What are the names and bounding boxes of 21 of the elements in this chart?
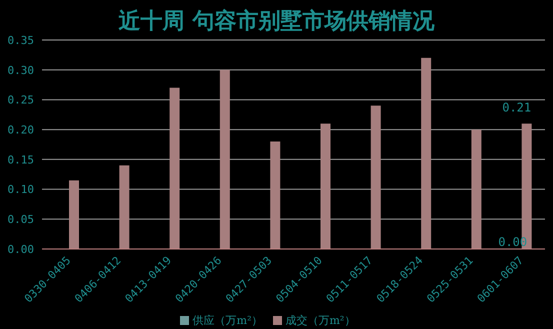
y-tick-label: 0.05 bbox=[8, 213, 34, 226]
chart-title: 近十周 句容市别墅市场供销情况 bbox=[118, 8, 434, 34]
y-tick-label: 0.30 bbox=[8, 64, 34, 77]
bar bbox=[220, 70, 230, 249]
bar bbox=[170, 88, 180, 249]
y-tick-label: 0.00 bbox=[8, 242, 34, 256]
bar bbox=[119, 165, 130, 249]
y-tick-label: 0.15 bbox=[8, 153, 34, 166]
bar bbox=[270, 142, 280, 249]
y-tick-label: 0.35 bbox=[8, 34, 34, 47]
y-tick-label: 0.10 bbox=[8, 183, 34, 196]
legend-label: 供应（万m²） bbox=[192, 314, 262, 327]
bar bbox=[421, 58, 432, 249]
bar bbox=[69, 180, 79, 249]
bar bbox=[370, 106, 381, 249]
legend-label: 成交（万m²） bbox=[286, 314, 356, 327]
y-tick-label: 0.25 bbox=[8, 94, 34, 107]
bar bbox=[471, 130, 482, 249]
data-label: 0.21 bbox=[502, 100, 532, 115]
y-tick-label: 0.20 bbox=[8, 123, 34, 136]
bar bbox=[320, 124, 330, 249]
